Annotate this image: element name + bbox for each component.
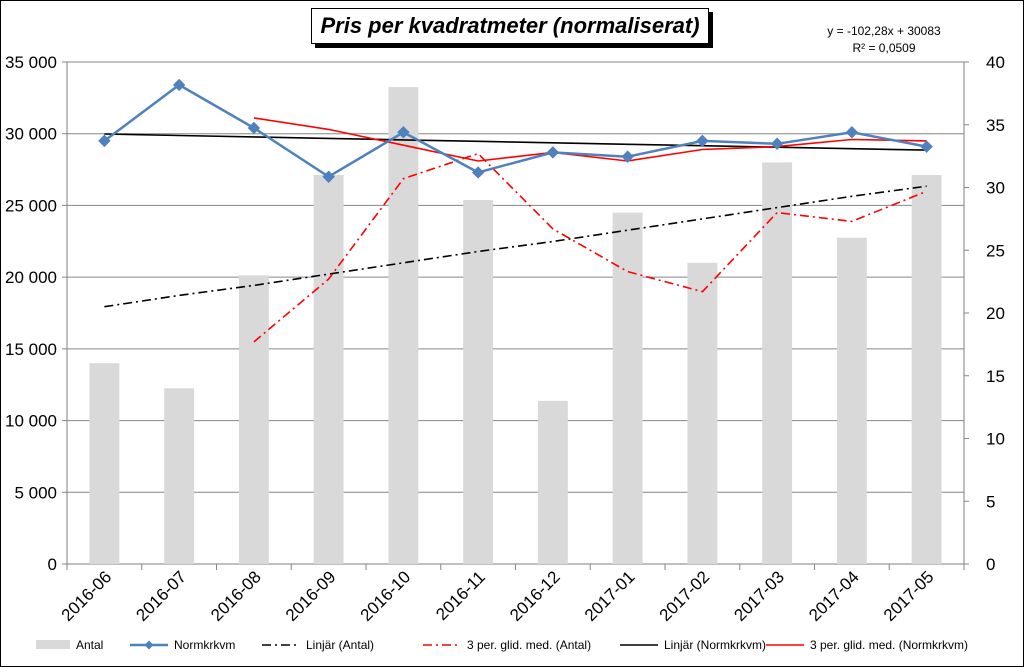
trend-equation: y = -102,28x + 30083	[827, 24, 941, 38]
point-normkrkvm	[546, 146, 560, 159]
y-left-tick-label: 15 000	[5, 340, 57, 359]
line-layer	[98, 78, 933, 343]
bar-antal	[388, 87, 419, 564]
point-normkrkvm	[172, 78, 186, 92]
legend-marker-normkrkvm	[144, 640, 154, 650]
y-left-tick-label: 5 000	[14, 483, 57, 502]
bar-antal	[313, 174, 344, 564]
y-left-tick-label: 30 000	[5, 125, 57, 144]
point-normkrkvm	[621, 150, 634, 163]
point-normkrkvm	[770, 137, 784, 150]
bar-antal	[762, 162, 793, 564]
legend-label-normkrkvm: Normkrkvm	[174, 638, 235, 652]
grid-layer	[67, 61, 964, 493]
y-right-tick-label: 10	[986, 430, 1005, 449]
y-right-tick-label: 20	[986, 304, 1005, 323]
plot-area	[66, 61, 965, 565]
point-normkrkvm	[920, 140, 933, 153]
bar-layer	[89, 87, 942, 565]
legend-layer: Antal Normkrkvm Linjär (Antal) 3 per. glid.…	[36, 638, 968, 652]
y-left-tick-label: 20 000	[5, 268, 57, 287]
series-line-linj-r-normkrkvm	[104, 133, 927, 151]
bar-antal	[836, 237, 867, 564]
bar-antal	[463, 200, 494, 565]
trend-r-squared: R² = 0,0509	[852, 41, 915, 55]
y-right-tick-label: 35	[986, 116, 1005, 135]
bar-antal	[612, 212, 643, 564]
bar-antal	[238, 275, 269, 564]
legend-label-3-per-glid-med-antal: 3 per. glid. med. (Antal)	[467, 638, 591, 652]
y-left-tick-label: 25 000	[5, 196, 57, 215]
y-right-tick-label: 5	[986, 492, 995, 511]
series-line-normkrkvm	[103, 83, 927, 179]
chart-title: Pris per kvadratmeter (normaliserat)	[320, 13, 700, 38]
bar-antal	[687, 262, 718, 564]
bar-antal	[89, 363, 120, 564]
y-right-tick-label: 15	[986, 367, 1005, 386]
point-normkrkvm	[696, 134, 709, 148]
legend-label-linj-r-normkrkvm: Linjär (Normkrkvm)	[664, 638, 766, 652]
y-left-tick-label: 0	[48, 555, 57, 574]
bar-antal	[164, 388, 195, 564]
series-line-3-per-glid-med-normkrkvm	[253, 117, 927, 162]
y-right-tick-label: 0	[986, 555, 995, 574]
y-right-tick-label: 25	[986, 241, 1005, 260]
point-normkrkvm	[471, 166, 485, 179]
point-normkrkvm	[845, 126, 859, 139]
legend-label-linj-r-antal: Linjär (Antal)	[306, 638, 374, 652]
y-left-tick-label: 10 000	[5, 412, 57, 431]
legend-label-antal: Antal	[76, 638, 103, 652]
point-normkrkvm	[247, 121, 261, 135]
point-normkrkvm	[322, 170, 335, 183]
point-normkrkvm	[397, 126, 410, 139]
bar-antal	[537, 400, 568, 564]
series-line-linj-r-antal	[104, 185, 927, 308]
y-left-tick-label: 35 000	[5, 53, 57, 72]
point-normkrkvm	[98, 134, 111, 148]
legend-label-3-per-glid-med-normkrkvm: 3 per. glid. med. (Normkrkvm)	[810, 638, 968, 652]
legend-swatch-antal	[36, 640, 70, 649]
bar-antal	[911, 174, 942, 564]
chart-title-box: Pris per kvadratmeter (normaliserat)	[311, 8, 709, 44]
y-right-tick-label: 40	[986, 53, 1005, 72]
y-right-tick-label: 30	[986, 179, 1005, 198]
series-line-3-per-glid-med-antal	[253, 152, 927, 343]
